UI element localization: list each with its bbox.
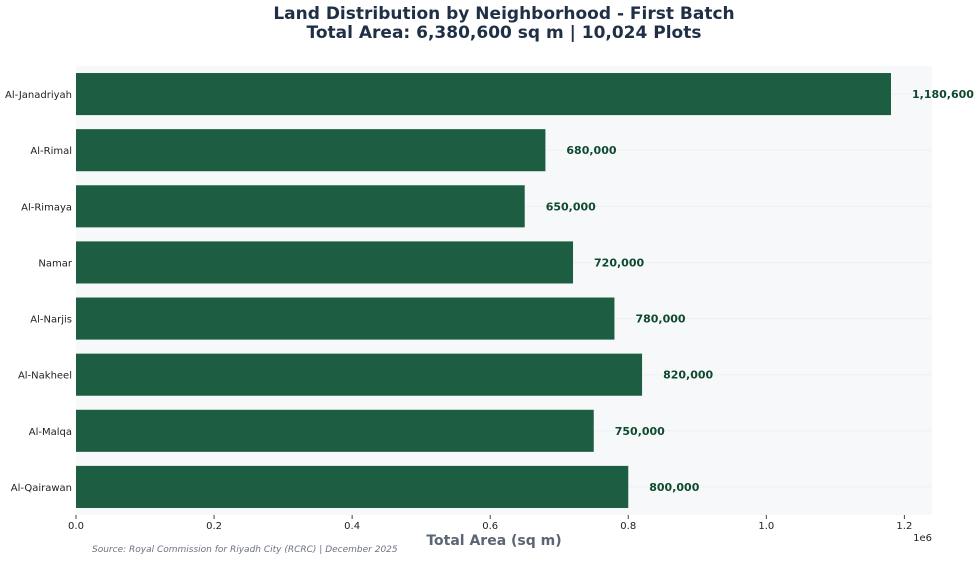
bar-namar	[76, 241, 574, 284]
category-label: Namar	[38, 258, 72, 269]
x-tick-label: 0.2	[206, 521, 222, 532]
bar-al-rimal	[76, 129, 546, 172]
source-note: Source: Royal Commission for Riyadh City…	[92, 545, 398, 555]
bar-al-malqa	[76, 409, 594, 452]
x-axis-title: Total Area (sq m)	[426, 533, 561, 549]
value-label: 800,000	[649, 481, 699, 494]
value-label: 650,000	[546, 200, 596, 213]
x-axis-ticks: 0.0 0.2 0.4 0.6 0.8 1.0 1.2	[68, 515, 912, 532]
x-tick-label: 0.4	[344, 521, 360, 532]
value-label: 780,000	[635, 313, 685, 326]
chart-subtitle: Total Area: 6,380,600 sq m | 10,024 Plot…	[306, 23, 702, 43]
x-tick-label: 1.2	[896, 521, 912, 532]
bar-al-rimaya	[76, 185, 525, 228]
category-label: Al-Rimal	[30, 146, 72, 157]
category-label: Al-Janadriyah	[5, 90, 72, 101]
value-label: 720,000	[594, 256, 644, 269]
bars	[76, 73, 891, 508]
category-label: Al-Nakheel	[18, 371, 72, 382]
category-label: Al-Narjis	[30, 315, 72, 326]
category-label: Al-Qairawan	[11, 483, 72, 494]
y-axis-labels: Al-Janadriyah Al-Rimal Al-Rimaya Namar Al-Na…	[5, 90, 73, 494]
category-label: Al-Rimaya	[21, 202, 72, 213]
chart-title: Land Distribution by Neighborhood - Firs…	[273, 4, 735, 24]
x-axis-scale-label: 1e6	[913, 533, 932, 544]
bar-al-janadriyah	[76, 73, 891, 116]
x-tick-label: 0.6	[482, 521, 498, 532]
x-tick-label: 0.0	[68, 521, 84, 532]
bar-al-qairawan	[76, 465, 629, 508]
value-labels: 1,180,600 680,000 650,000 720,000 780,000 820…	[546, 88, 975, 494]
x-tick-label: 1.0	[758, 521, 774, 532]
value-label: 750,000	[615, 425, 665, 438]
category-label: Al-Malqa	[29, 427, 72, 438]
value-label: 1,180,600	[912, 88, 974, 101]
bar-al-narjis	[76, 297, 615, 340]
x-tick-label: 0.8	[620, 521, 636, 532]
bar-al-nakheel	[76, 353, 643, 396]
value-label: 820,000	[663, 369, 713, 382]
value-label: 680,000	[566, 144, 616, 157]
